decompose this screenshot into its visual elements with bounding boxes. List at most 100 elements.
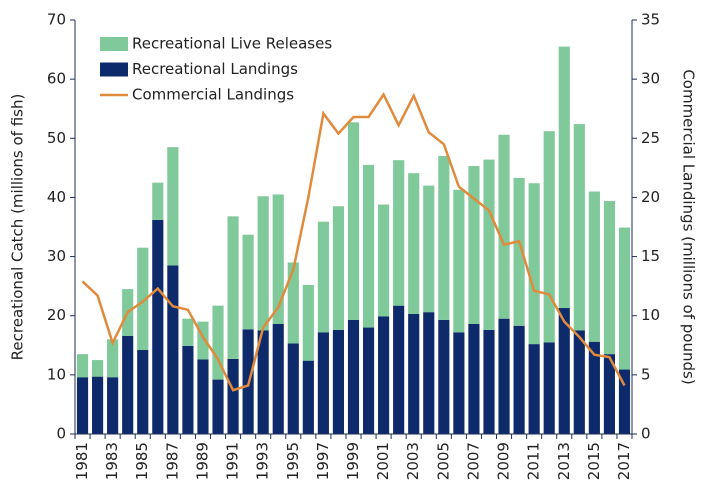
bar — [573, 124, 585, 331]
bar — [603, 200, 615, 355]
bar — [498, 134, 510, 319]
bar — [528, 183, 540, 345]
x-tick-label: 1989 — [193, 442, 211, 480]
bar — [167, 147, 179, 266]
bar — [423, 312, 435, 434]
bar — [167, 265, 179, 434]
y2-tick-label: 10 — [641, 306, 660, 324]
bar — [92, 376, 104, 434]
bar — [408, 173, 420, 314]
bar — [618, 227, 631, 370]
y2-tick-label: 20 — [641, 188, 660, 206]
bar — [513, 177, 525, 326]
x-tick-label: 1985 — [133, 442, 151, 480]
bar — [212, 305, 224, 380]
x-tick-label: 1999 — [344, 442, 362, 480]
bar — [558, 308, 570, 434]
y2-tick-label: 25 — [641, 129, 660, 147]
bar — [257, 330, 269, 434]
bar — [107, 377, 119, 434]
legend-label: Commercial Landings — [132, 86, 294, 104]
bar — [212, 379, 224, 434]
bar — [287, 262, 299, 344]
x-tick-label: 1991 — [224, 442, 242, 480]
bar — [287, 343, 299, 434]
bar — [393, 160, 405, 306]
y-tick-label: 30 — [47, 247, 66, 265]
legend-swatch — [100, 62, 128, 77]
y2-tick-label: 5 — [641, 365, 651, 383]
legend-label: Recreational Live Releases — [132, 35, 332, 53]
bar — [362, 327, 375, 434]
bar — [573, 330, 585, 434]
bar — [272, 323, 284, 434]
line — [81, 92, 626, 392]
bar — [438, 156, 450, 320]
bar — [453, 189, 465, 333]
bar — [558, 46, 570, 309]
y-tick-label: 0 — [56, 425, 66, 443]
y-axis-label: Recreational Catch (millions of fish) — [9, 94, 27, 361]
bar — [528, 344, 540, 434]
bar — [453, 332, 465, 434]
bar — [302, 360, 314, 434]
bar — [347, 122, 360, 320]
bar — [137, 350, 149, 434]
y2-tick-label: 35 — [641, 11, 660, 29]
bar — [272, 194, 284, 324]
x-tick-label: 1995 — [284, 442, 302, 480]
bar — [122, 335, 134, 434]
y-tick-label: 10 — [47, 365, 66, 383]
bar — [438, 319, 450, 434]
x-tick-label: 1997 — [314, 442, 332, 480]
y-tick-label: 60 — [47, 70, 66, 88]
bar — [483, 329, 495, 434]
bar — [603, 354, 615, 434]
bar — [618, 369, 631, 434]
y2-tick-label: 0 — [641, 425, 651, 443]
bar — [152, 219, 164, 434]
bar — [257, 196, 269, 331]
bar — [588, 341, 600, 434]
x-tick-label: 2015 — [585, 442, 603, 480]
x-tick-label: 2007 — [464, 442, 482, 480]
x-tick-label: 2013 — [555, 442, 573, 480]
bar — [332, 329, 345, 434]
x-tick-label: 2017 — [615, 442, 633, 480]
bar — [76, 377, 89, 434]
bar — [543, 342, 555, 434]
bar — [347, 319, 360, 434]
bar — [332, 206, 345, 330]
bar — [302, 284, 314, 361]
bar — [137, 247, 149, 351]
y-tick-label: 70 — [47, 11, 66, 29]
bar — [227, 358, 239, 434]
bar — [408, 313, 420, 434]
y2-tick-label: 15 — [641, 247, 660, 265]
x-tick-label: 1981 — [73, 442, 91, 480]
x-tick-label: 1993 — [254, 442, 272, 480]
bar — [227, 216, 239, 359]
bar — [197, 321, 209, 360]
bar — [393, 305, 405, 434]
bar — [317, 221, 329, 333]
x-tick-label: 2005 — [434, 442, 452, 480]
x-tick-label: 2009 — [495, 442, 513, 480]
y-tick-label: 50 — [47, 129, 66, 147]
bar — [182, 345, 194, 434]
x-tick-label: 1983 — [103, 442, 121, 480]
bar — [152, 182, 164, 220]
bar — [317, 332, 329, 434]
y-tick-label: 40 — [47, 188, 66, 206]
x-tick-label: 2011 — [525, 442, 543, 480]
bar — [498, 318, 510, 434]
bar — [483, 159, 495, 330]
bar — [76, 354, 89, 378]
bar — [423, 185, 435, 313]
bar — [588, 191, 600, 342]
bar — [242, 234, 254, 330]
y-tick-label: 20 — [47, 306, 66, 324]
bar — [543, 131, 555, 343]
bar — [362, 164, 375, 328]
